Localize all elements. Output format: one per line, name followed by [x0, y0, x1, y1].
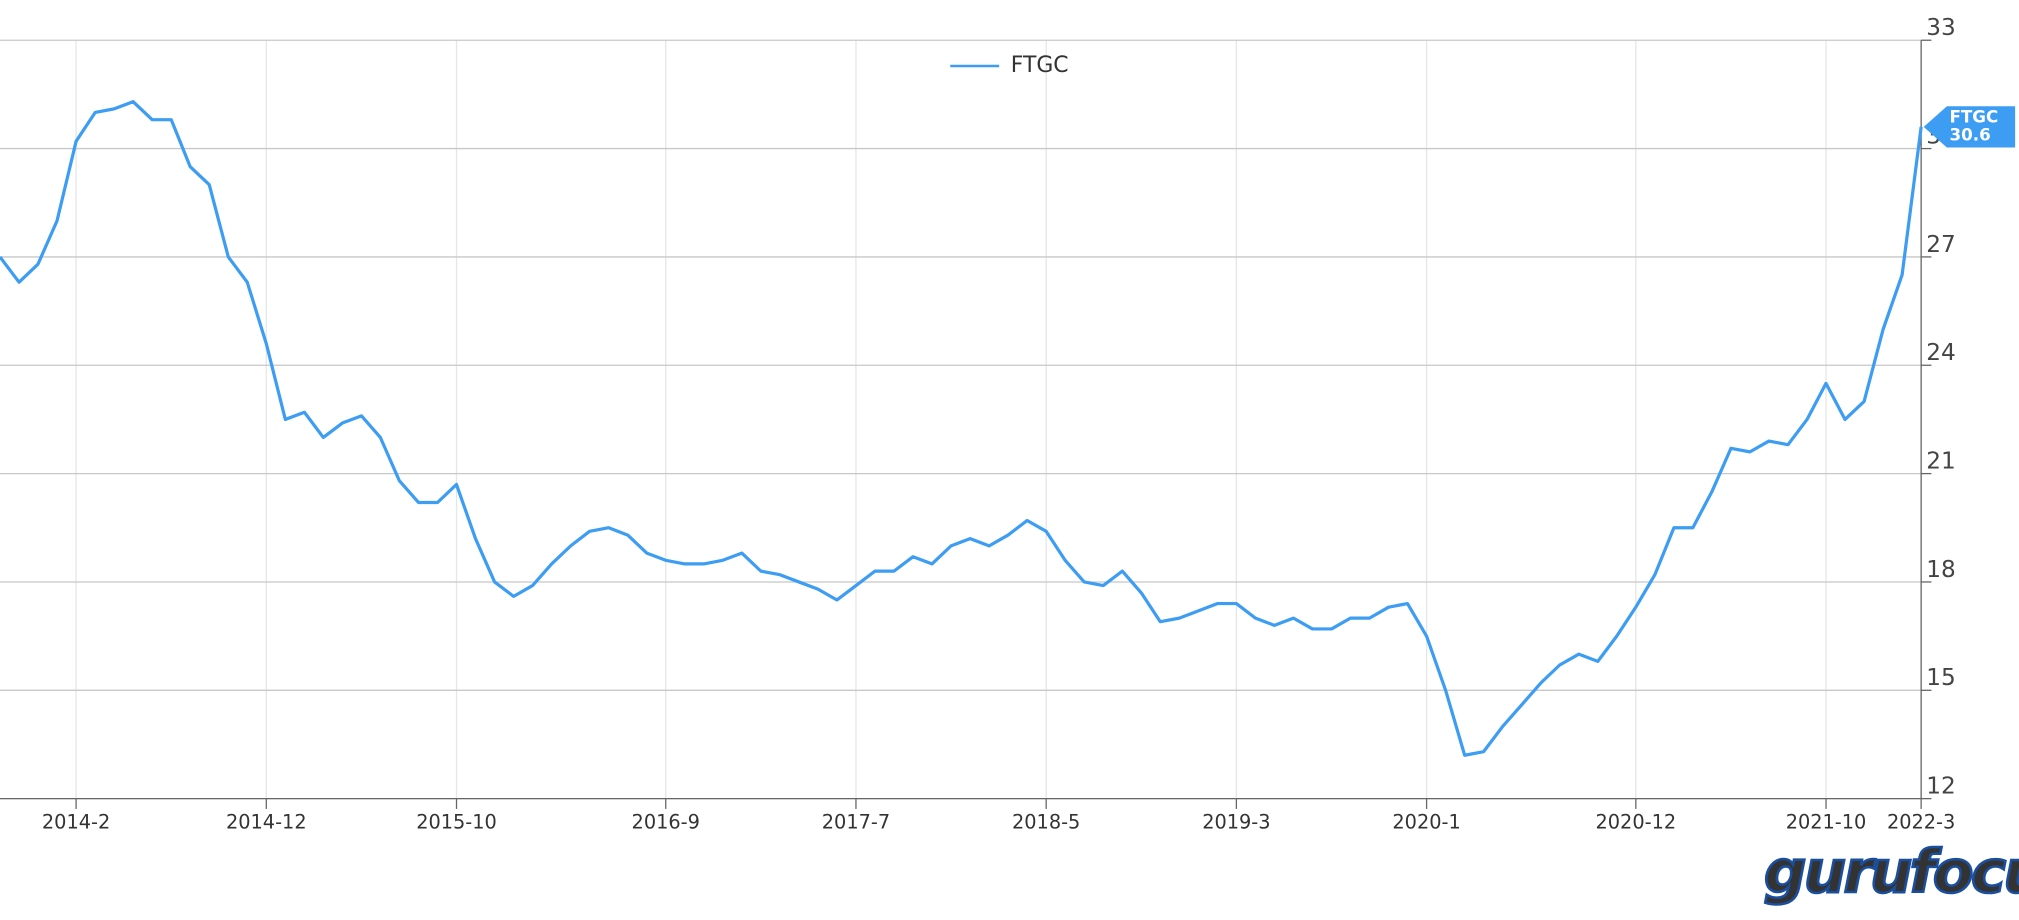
- x-tick-label: 2015-10: [416, 811, 497, 834]
- line-series: [0, 100, 1923, 757]
- x-tick-label: 2020-12: [1596, 811, 1677, 834]
- x-tick-label: 2021-10: [1786, 811, 1867, 834]
- legend: FTGC: [950, 53, 1069, 78]
- x-tick-label: 2014-2: [42, 811, 110, 834]
- badge-value: 30.6: [1949, 124, 1990, 144]
- y-tick-label: 24: [1926, 339, 1955, 366]
- y-tick-label: 33: [1926, 14, 1955, 41]
- x-tick-label: 2018-5: [1012, 811, 1080, 834]
- y-tick-label: 21: [1926, 448, 1955, 475]
- badge-name: FTGC: [1949, 106, 1998, 126]
- x-tick-label: 2014-12: [226, 811, 307, 834]
- x-tick-label: 2016-9: [632, 811, 700, 834]
- watermark: gurufocus: [1764, 837, 2019, 906]
- y-tick-label: 15: [1926, 664, 1955, 691]
- y-tick-label: 27: [1926, 231, 1955, 258]
- x-tick-label: 2017-7: [822, 811, 890, 834]
- x-tick-label: 2020-1: [1392, 811, 1460, 834]
- badge-shape: [1923, 106, 2016, 148]
- y-tick-label: 18: [1926, 556, 1955, 583]
- legend-label: FTGC: [1011, 53, 1069, 78]
- x-tick-label: 2022-3: [1887, 811, 1955, 834]
- x-tick-label: 2019-3: [1202, 811, 1270, 834]
- y-tick-label: 12: [1926, 773, 1955, 800]
